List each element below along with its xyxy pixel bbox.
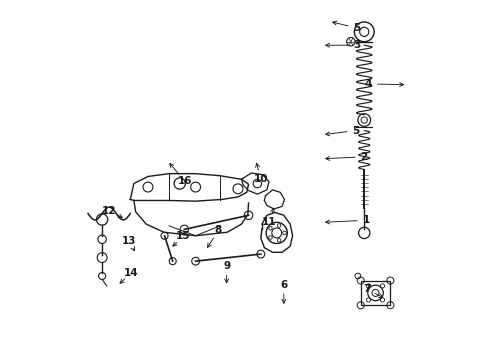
Text: 1: 1: [363, 215, 370, 225]
Text: 9: 9: [223, 261, 230, 271]
Text: 5: 5: [353, 23, 361, 33]
Text: 3: 3: [354, 40, 361, 50]
Text: 6: 6: [280, 280, 288, 290]
Text: 8: 8: [215, 225, 222, 235]
Text: 2: 2: [361, 152, 368, 162]
Text: 11: 11: [262, 217, 276, 227]
Text: 12: 12: [101, 206, 116, 216]
Text: 4: 4: [365, 79, 372, 89]
Bar: [361, 280, 391, 305]
Text: 7: 7: [364, 284, 371, 294]
Text: 10: 10: [253, 174, 268, 184]
Text: 15: 15: [176, 231, 191, 241]
Text: 5: 5: [352, 126, 360, 135]
Text: 13: 13: [122, 236, 136, 246]
Text: 16: 16: [178, 176, 192, 186]
Text: 14: 14: [124, 268, 139, 278]
